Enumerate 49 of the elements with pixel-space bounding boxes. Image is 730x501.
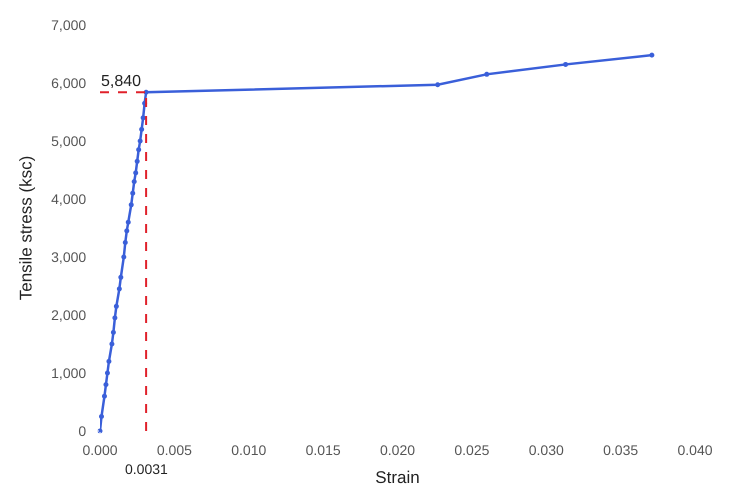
point	[102, 394, 107, 399]
x-tick-label: 0.040	[677, 442, 713, 458]
y-tick-label: 2,000	[51, 306, 86, 323]
point	[114, 304, 119, 309]
point	[104, 370, 110, 376]
x-tick-label: 0.000	[82, 442, 118, 458]
point	[109, 342, 114, 346]
point	[649, 52, 654, 58]
point	[138, 138, 143, 144]
x-tick-label: 0.005	[156, 442, 192, 458]
y-tick-label: 4,000	[51, 190, 86, 207]
y-tick-label: 5,000	[51, 132, 86, 149]
point	[484, 72, 490, 77]
y-axis-title: Tensile stress (ksc)	[16, 156, 36, 300]
point	[124, 228, 130, 234]
x-tick-label: 0.010	[231, 442, 266, 458]
point	[126, 220, 131, 225]
point	[132, 179, 137, 184]
x-tick-label: 0.035	[603, 442, 638, 458]
y-tick-label: 3,000	[51, 248, 86, 265]
y-tick-label: 0	[78, 422, 86, 439]
point	[112, 315, 118, 320]
point	[116, 286, 122, 292]
x-tick-label: 0.015	[306, 442, 341, 458]
point	[128, 202, 134, 208]
point	[110, 330, 116, 335]
point	[140, 115, 146, 120]
point	[435, 82, 440, 88]
y-tick-label: 6,000	[51, 74, 86, 91]
point	[563, 62, 568, 67]
x-axis-title: Strain	[375, 468, 420, 488]
point	[98, 414, 104, 419]
x-tick-label: 0.020	[380, 442, 416, 458]
point	[130, 190, 136, 196]
point	[106, 358, 112, 364]
point	[134, 158, 140, 164]
ref-line-label: 0.0031	[125, 461, 168, 477]
y-tick-label: 1,000	[51, 364, 86, 381]
ref-line-label: 5,840	[101, 73, 142, 90]
point	[118, 274, 124, 280]
x-tick-label: 0.025	[454, 442, 490, 458]
x-tick-label: 0.030	[528, 442, 564, 458]
point	[122, 240, 128, 245]
point	[133, 170, 138, 176]
y-tick-label: 7,000	[51, 16, 86, 33]
point	[136, 147, 142, 152]
point	[103, 382, 108, 388]
point	[121, 254, 126, 260]
point	[139, 126, 144, 132]
